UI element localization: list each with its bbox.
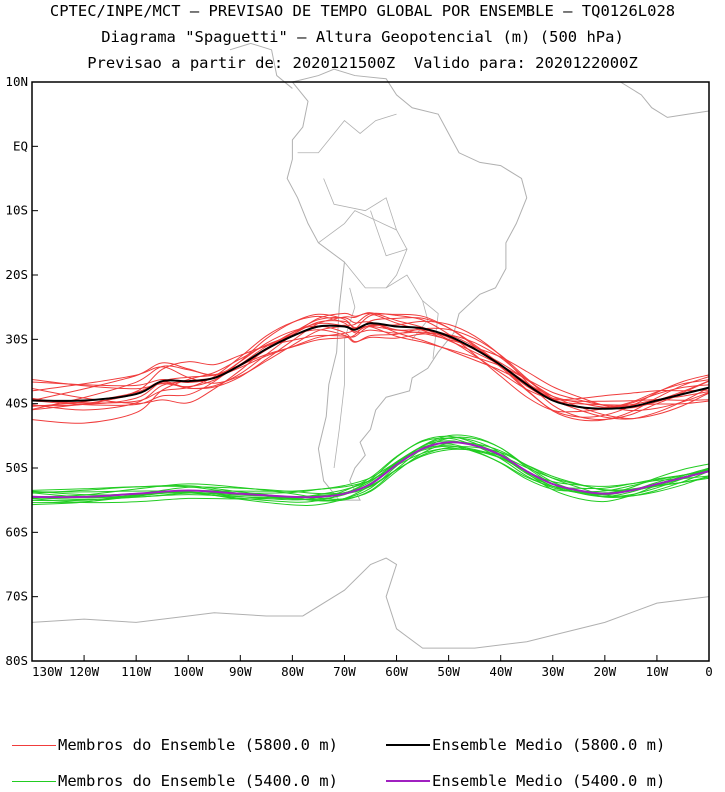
y-tick-label: 60S — [5, 524, 28, 539]
x-tick-label: 130W — [32, 664, 63, 679]
legend-item-mean-5800: Ensemble Medio (5800.0 m) — [386, 736, 665, 754]
y-tick-label: 30S — [5, 331, 28, 346]
x-tick-label: 110W — [121, 664, 152, 679]
x-tick-label: 80W — [281, 664, 304, 679]
member-line — [31, 437, 710, 506]
ensemble-mean-line — [31, 441, 710, 499]
y-tick-label: 40S — [5, 396, 28, 411]
x-tick-label: 90W — [229, 664, 252, 679]
legend-swatch-mean-5400 — [386, 780, 430, 782]
x-axis: 130W 120W 110W 100W 90W 80W 70W 60W 50W 40W 30W 20W… — [31, 655, 713, 679]
y-tick-label: 10S — [5, 203, 28, 218]
y-tick-label: 10N — [5, 74, 28, 89]
x-tick-label: 60W — [385, 664, 408, 679]
member-line — [31, 323, 710, 412]
chart-title-line-1: CPTEC/INPE/MCT – PREVISAO DE TEMPO GLOBA… — [49, 2, 676, 20]
legend-item-members-5800: Membros do Ensemble (5800.0 m) — [12, 736, 338, 754]
country-border — [318, 210, 408, 250]
member-line — [31, 324, 710, 407]
ensemble-members — [31, 312, 710, 506]
member-line — [31, 312, 710, 420]
y-tick-label: EQ — [13, 138, 28, 153]
country-border — [323, 178, 397, 231]
member-line — [31, 445, 710, 501]
x-tick-label: 20W — [594, 664, 617, 679]
y-tick-label: 50S — [5, 460, 28, 475]
country-border — [422, 300, 439, 359]
ensemble-means — [31, 322, 710, 499]
africa-coast — [620, 81, 710, 118]
legend-label: Ensemble Medio (5800.0 m) — [432, 736, 666, 754]
plot-frame — [31, 81, 710, 662]
y-tick-label: 70S — [5, 589, 28, 604]
member-line — [31, 445, 710, 501]
country-border — [370, 210, 408, 289]
x-tick-label: 120W — [69, 664, 100, 679]
member-line — [31, 316, 710, 405]
legend-swatch-members-5400 — [12, 780, 56, 782]
legend-item-mean-5400: Ensemble Medio (5400.0 m) — [386, 772, 665, 790]
x-tick-label: 50W — [437, 664, 460, 679]
member-line — [31, 325, 710, 409]
coastline-map — [31, 42, 710, 649]
legend-label: Membros do Ensemble (5800.0 m) — [58, 736, 338, 754]
south-america-coast — [286, 68, 528, 501]
y-axis: 10N EQ 10S 20S 30S 40S 50S 60S 70S 80S — [5, 74, 38, 668]
x-tick-label: 40W — [489, 664, 512, 679]
member-line — [31, 435, 710, 503]
legend-label: Ensemble Medio (5400.0 m) — [432, 772, 666, 790]
ensemble-mean-line — [31, 322, 710, 410]
x-tick-label: 30W — [541, 664, 564, 679]
x-tick-label: 70W — [333, 664, 356, 679]
member-line — [31, 448, 710, 498]
country-border — [333, 287, 356, 469]
x-tick-label: 100W — [173, 664, 204, 679]
y-tick-label: 80S — [5, 653, 28, 668]
country-border — [297, 113, 397, 154]
legend-label: Membros do Ensemble (5400.0 m) — [58, 772, 338, 790]
member-line — [31, 327, 710, 410]
legend-swatch-mean-5800 — [386, 744, 430, 746]
member-line — [31, 317, 710, 410]
member-line — [31, 315, 710, 418]
legend-item-members-5400: Membros do Ensemble (5400.0 m) — [12, 772, 338, 790]
member-line — [31, 313, 710, 422]
chart-title-line-2: Diagrama "Spaguetti" – Altura Geopotenci… — [101, 28, 624, 46]
legend-swatch-members-5800 — [12, 744, 56, 746]
x-tick-label: 0 — [705, 664, 713, 679]
y-tick-label: 20S — [5, 267, 28, 282]
chart-title-line-3: Previsao a partir de: 2020121500Z Valido… — [87, 54, 638, 72]
antarctica-coast — [31, 557, 710, 649]
central-america-coast — [229, 42, 293, 89]
x-tick-label: 10W — [646, 664, 669, 679]
